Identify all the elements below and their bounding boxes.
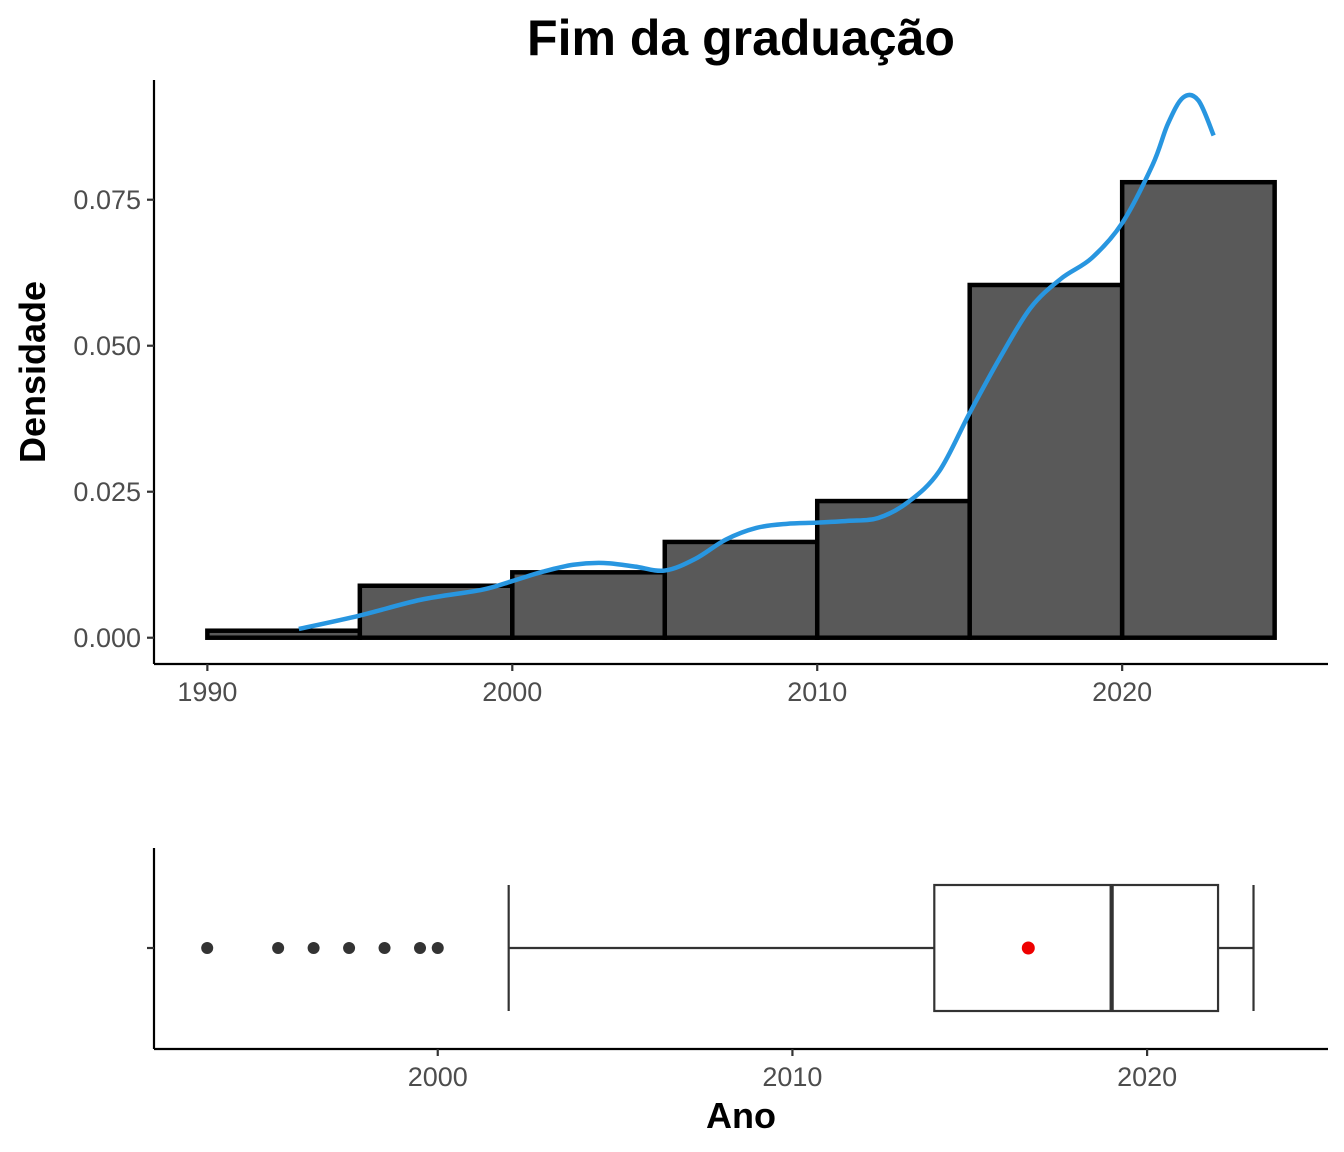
outlier-point — [431, 942, 444, 954]
box — [933, 883, 1220, 1013]
density-curve — [298, 92, 1216, 632]
histogram-bar — [205, 628, 363, 640]
x-tick-label: 2000 — [408, 1062, 468, 1092]
x-tick-label: 2010 — [762, 1062, 822, 1092]
x-tick-label: 2010 — [787, 677, 847, 707]
y-tick-label: 0.050 — [73, 331, 141, 361]
y-tick-label: 0.000 — [73, 623, 141, 653]
histogram-bar — [510, 570, 668, 640]
outlier-point — [272, 942, 285, 954]
histogram-bar — [662, 539, 820, 640]
histogram-bar — [1119, 179, 1277, 640]
y-axis-title: Densidade — [12, 281, 53, 463]
x-tick-label: 1990 — [177, 677, 237, 707]
histogram-panel: 0.000 0.025 0.050 0.075 1990 2000 2010 2020 — [73, 80, 1328, 707]
outlier-point — [414, 942, 427, 954]
mean-point — [1021, 941, 1035, 955]
outlier-point — [343, 942, 356, 954]
outlier-point — [307, 942, 320, 954]
x-axis-title: Ano — [706, 1095, 776, 1136]
histogram-bar — [967, 282, 1125, 640]
outlier-point — [201, 942, 214, 954]
y-tick-label: 0.025 — [73, 477, 141, 507]
histogram-bar — [814, 498, 972, 640]
boxplot-panel: 2000 2010 2020 — [147, 848, 1328, 1092]
histogram-bar — [357, 583, 515, 640]
x-tick-label: 2020 — [1117, 1062, 1177, 1092]
y-tick-label: 0.075 — [73, 185, 141, 215]
x-tick-label: 2000 — [482, 677, 542, 707]
chart-title: Fim da graduação — [527, 10, 955, 66]
outlier-point — [378, 942, 391, 954]
x-tick-label: 2020 — [1092, 677, 1152, 707]
